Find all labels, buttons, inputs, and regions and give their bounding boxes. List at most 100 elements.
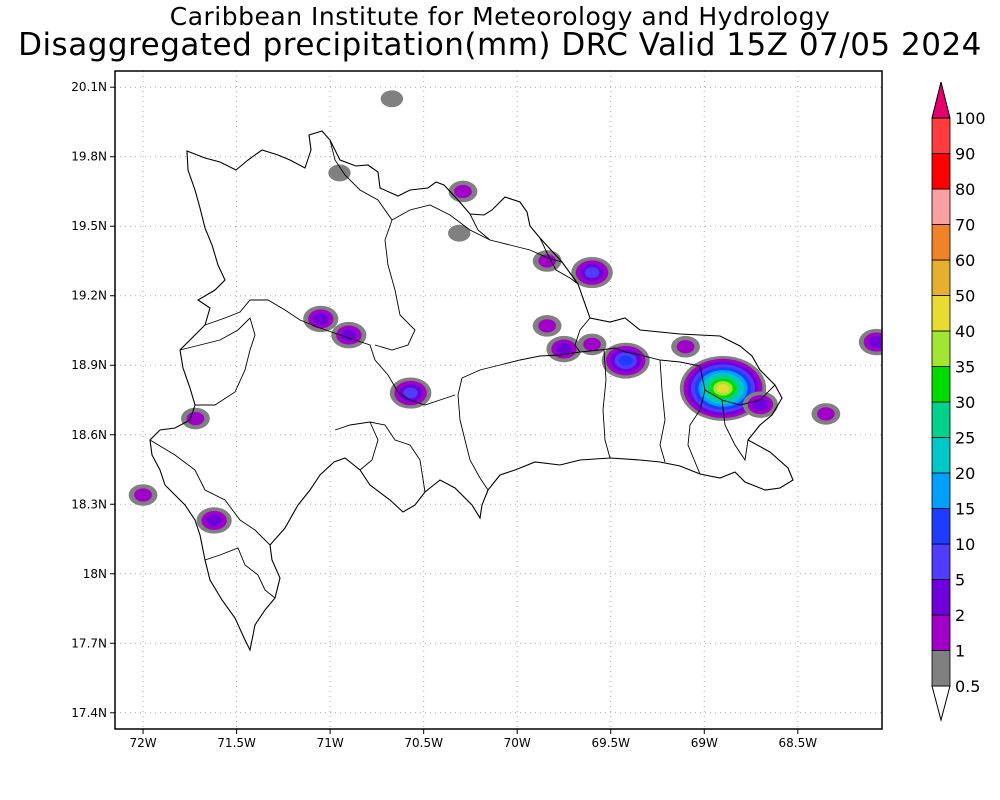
precip-cell: [328, 164, 351, 182]
precip-contour: [380, 90, 404, 108]
precip-contour: [584, 267, 600, 278]
country-outline: [149, 130, 794, 652]
province-boundaries: [149, 130, 794, 652]
colorbar-swatch: [931, 259, 951, 296]
precip-contour: [454, 184, 472, 199]
colorbar-label: 20: [955, 464, 975, 483]
precip-contour: [538, 319, 557, 333]
colorbar-label: 90: [955, 145, 975, 164]
lon-tick-label: 72W: [129, 736, 156, 750]
boundary-line: [457, 377, 489, 491]
lat-tick-label: 19.5N: [71, 219, 107, 233]
boundary-line: [461, 347, 701, 379]
precip-cell: [858, 328, 882, 356]
lon-tick-label: 71W: [317, 736, 344, 750]
colorbar-label: 40: [955, 322, 975, 341]
colorbar-label: 25: [955, 429, 975, 448]
precip-cell: [742, 391, 779, 418]
colorbar-label: 30: [955, 393, 975, 412]
colorbar-swatch: [931, 650, 951, 687]
boundary-line: [359, 421, 379, 471]
colorbar-label: 50: [955, 287, 975, 306]
precip-cell: [601, 342, 650, 379]
precip-contour: [583, 337, 601, 352]
precip-cell: [532, 315, 562, 337]
boundary-line: [391, 204, 563, 263]
boundary-line: [687, 365, 706, 475]
colorbar-label: 5: [955, 571, 965, 590]
colorbar-label: 35: [955, 358, 975, 377]
precip-contour: [538, 254, 557, 268]
precip-cell: [331, 321, 367, 349]
colorbar-swatch: [931, 224, 951, 261]
colorbar-swatch: [931, 543, 951, 580]
colorbar-swatch: [931, 437, 951, 474]
boundary-line: [179, 317, 256, 406]
boundary-line: [204, 299, 456, 406]
precip-cell: [448, 224, 471, 242]
precip-contour: [868, 336, 882, 348]
precip-cell: [181, 407, 210, 430]
colorbar-label: 1: [955, 642, 965, 661]
boundary-line: [149, 439, 271, 546]
lat-tick-label: 18.3N: [71, 497, 107, 511]
boundary-line: [329, 139, 416, 351]
lon-tick-label: 71.5W: [217, 736, 256, 750]
precip-contour: [752, 398, 769, 411]
colorbar-swatch: [931, 614, 951, 651]
colorbar-swatch: [931, 579, 951, 616]
colorbar-swatch: [931, 401, 951, 438]
lat-tick-label: 18N: [83, 567, 107, 581]
lat-tick-label: 19.2N: [71, 289, 107, 303]
colorbar-swatch: [931, 366, 951, 403]
lat-tick-label: 17.4N: [71, 706, 107, 720]
lon-tick-label: 69W: [691, 736, 718, 750]
product-title: Disaggregated precipitation(mm) DRC Vali…: [18, 27, 982, 63]
precip-contour: [341, 329, 357, 341]
precip-cell: [671, 335, 700, 358]
boundary-line: [602, 349, 611, 459]
precip-contour: [403, 387, 418, 399]
precip-contour: [328, 164, 351, 182]
colorbar-label: 2: [955, 606, 965, 625]
precip-cell: [380, 90, 404, 108]
precip-cell: [128, 484, 158, 506]
lat-tick-label: 17.7N: [71, 636, 107, 650]
precip-contour: [206, 514, 222, 527]
colorbar-swatch: [931, 472, 951, 509]
precip-contour: [717, 383, 729, 393]
lat-tick-label: 20.1N: [71, 80, 107, 94]
colorbar-swatch: [931, 330, 951, 367]
precip-contour: [676, 340, 695, 354]
lon-tick-label: 68.5W: [779, 736, 818, 750]
precip-contour: [186, 411, 205, 426]
boundary-line: [334, 421, 426, 493]
lat-tick-label: 18.6N: [71, 428, 107, 442]
colorbar-swatch: [931, 508, 951, 545]
lat-tick-label: 19.8N: [71, 150, 107, 164]
precip-cell: [303, 305, 339, 333]
precip-cell: [389, 377, 432, 409]
colorbar-label: 60: [955, 251, 975, 270]
colorbar-label: 70: [955, 216, 975, 235]
colorbar-swatch: [931, 295, 951, 332]
lat-tick-label: 18.9N: [71, 358, 107, 372]
institute-title: Caribbean Institute for Meteorology and …: [169, 2, 831, 31]
boundary-line: [721, 399, 749, 462]
precip-contour: [448, 224, 471, 242]
colorbar-label: 80: [955, 180, 975, 199]
colorbar-label: 100: [955, 109, 986, 128]
precip-cell: [448, 180, 478, 203]
colorbar-swatch: [931, 188, 951, 225]
colorbar-swatch: [931, 117, 951, 154]
colorbar-label: 10: [955, 535, 975, 554]
colorbar-label: 15: [955, 500, 975, 519]
plot-frame: [114, 70, 883, 730]
boundary-line: [574, 317, 591, 353]
precip-contour: [817, 407, 835, 421]
lon-tick-label: 69.5W: [591, 736, 630, 750]
colorbar-swatch: [931, 153, 951, 190]
colorbar-under-triangle: [931, 685, 951, 722]
boundary-line: [704, 384, 776, 406]
